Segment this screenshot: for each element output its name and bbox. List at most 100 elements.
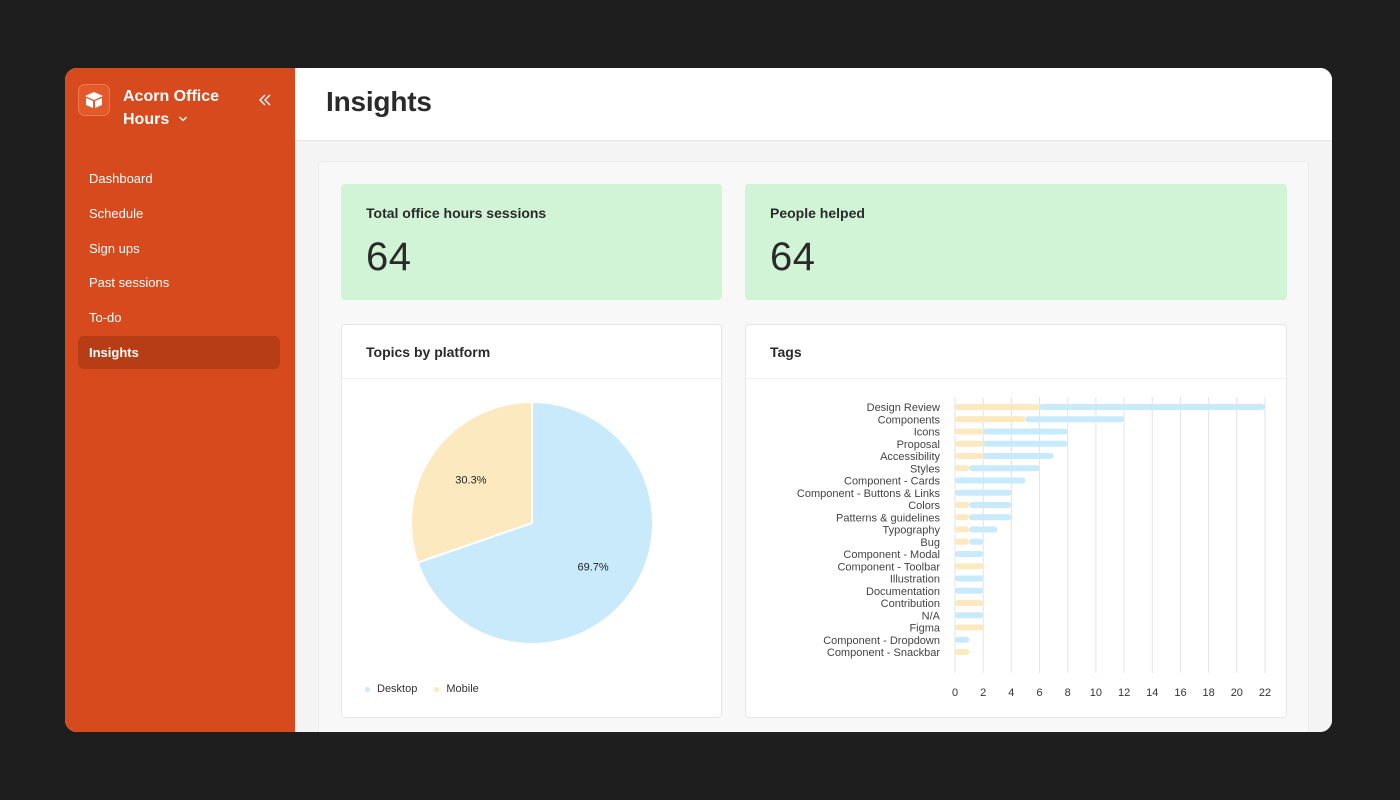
y-category-label: Patterns & guidelines [836,512,940,524]
bar-desktop[interactable] [955,636,970,643]
bar-desktop[interactable] [969,465,1040,472]
bar-mobile[interactable] [955,440,984,447]
y-category-label: Icons [914,427,941,439]
bar-mobile[interactable] [955,514,970,521]
x-tick-label: 4 [1008,687,1014,699]
y-category-label: Illustration [890,574,940,586]
y-category-label: Bug [920,537,940,549]
y-category-label: Component - Cards [844,476,940,488]
legend-item-mobile[interactable]: Mobile [434,683,479,695]
y-category-label: Components [878,414,941,426]
workspace-name: Acorn Office Hours [123,85,233,131]
stat-card-people-helped: People helped 64 [745,184,1287,300]
pie-chart: 69.7% 30.3% [410,400,654,645]
y-category-label: Figma [909,623,940,635]
bar-desktop[interactable] [955,612,984,619]
acorn-logo-icon [78,84,110,116]
x-tick-label: 10 [1090,687,1102,699]
sidebar-item-sign-ups[interactable]: Sign ups [89,240,140,256]
bar-desktop[interactable] [955,575,984,582]
collapse-sidebar-button[interactable] [255,90,275,110]
sidebar-item-insights[interactable]: Insights [78,335,280,369]
bar-desktop[interactable] [983,453,1054,459]
x-tick-label: 8 [1065,687,1071,699]
bar-desktop[interactable] [955,489,1012,496]
pie-value-label: 30.3% [455,474,486,486]
card-title: Topics by platform [342,325,721,379]
bar-mobile[interactable] [955,624,984,631]
bar-desktop[interactable] [969,526,998,533]
bar-desktop[interactable] [969,502,1012,508]
x-tick-label: 2 [980,687,986,699]
main-area: Insights Total office hours sessions 64 … [295,68,1332,732]
bar-desktop[interactable] [955,551,984,557]
bar-mobile[interactable] [955,538,970,545]
sidebar-item-past-sessions[interactable]: Past sessions [89,275,170,291]
bar-desktop[interactable] [983,440,1068,447]
pie-legend: Desktop Mobile [365,683,496,695]
stat-label: Total office hours sessions [366,205,547,221]
y-category-label: Accessibility [880,451,940,463]
y-category-label: Design Review [867,402,940,414]
sidebar-nav: Dashboard Schedule Sign ups Past session… [78,162,280,371]
legend-dot [365,686,370,692]
bar-mobile[interactable] [955,428,984,435]
x-tick-label: 0 [952,687,958,699]
workspace-switcher[interactable]: Acorn Office Hours [78,84,233,131]
stat-label: People helped [770,205,865,221]
sidebar: Acorn Office Hours Dashboard Schedule Si… [65,68,295,732]
legend-item-desktop[interactable]: Desktop [365,683,417,695]
bar-mobile[interactable] [955,465,970,472]
y-category-label: Styles [910,463,940,475]
workspace-name-text: Acorn Office Hours [123,88,220,128]
stat-value: 64 [366,235,412,279]
x-tick-label: 16 [1174,687,1186,699]
x-tick-label: 20 [1231,687,1243,699]
sidebar-item-to-do[interactable]: To-do [89,310,122,326]
bar-desktop[interactable] [955,477,1026,484]
bar-mobile[interactable] [955,502,970,508]
bar-mobile[interactable] [955,649,970,655]
bar-mobile[interactable] [955,526,970,533]
insights-panel: Total office hours sessions 64 People he… [318,161,1309,732]
y-category-label: Component - Toolbar [837,561,940,573]
bar-desktop[interactable] [1025,416,1125,423]
y-category-label: Documentation [866,586,940,598]
y-category-label: Typography [883,525,941,537]
chevrons-left-icon [259,94,271,106]
stat-card-sessions: Total office hours sessions 64 [341,184,722,300]
stat-value: 64 [770,235,816,279]
bar-desktop[interactable] [955,587,984,594]
pie-slice-mobile[interactable] [410,400,533,564]
x-tick-label: 12 [1118,687,1130,699]
bar-mobile[interactable] [955,404,1040,410]
sidebar-item-dashboard[interactable]: Dashboard [89,171,153,186]
bar-desktop[interactable] [969,538,984,545]
bar-desktop[interactable] [983,428,1068,435]
legend-label: Mobile [446,683,479,695]
bar-desktop[interactable] [1039,404,1265,410]
app-window: Acorn Office Hours Dashboard Schedule Si… [65,68,1332,732]
y-category-label: Component - Modal [843,549,940,561]
sidebar-item-schedule[interactable]: Schedule [89,205,144,221]
x-tick-label: 18 [1203,687,1215,699]
pie-value-label: 69.7% [578,562,609,574]
y-category-label: N/A [922,610,941,622]
bar-mobile[interactable] [955,563,984,570]
card-title: Tags [746,325,1286,379]
pie-slice-desktop[interactable] [416,400,654,645]
page-header: Insights [295,68,1332,141]
y-category-label: Component - Snackbar [827,647,940,659]
tags-card: Tags 0 2 4 6 8 10 12 14 16 18 20 22 Design Review Com… [745,324,1287,718]
x-tick-label: 22 [1259,687,1271,699]
chevron-down-icon [178,107,188,130]
bar-mobile[interactable] [955,453,984,459]
bar-desktop[interactable] [969,514,1012,521]
bar-mobile[interactable] [955,416,1026,423]
topics-by-platform-card: Topics by platform 69.7% 30.3% Desktop Mo… [341,324,722,718]
bar-mobile[interactable] [955,600,984,606]
legend-dot [434,686,440,692]
page-title: Insights [326,86,432,117]
y-category-label: Component - Dropdown [823,635,940,647]
